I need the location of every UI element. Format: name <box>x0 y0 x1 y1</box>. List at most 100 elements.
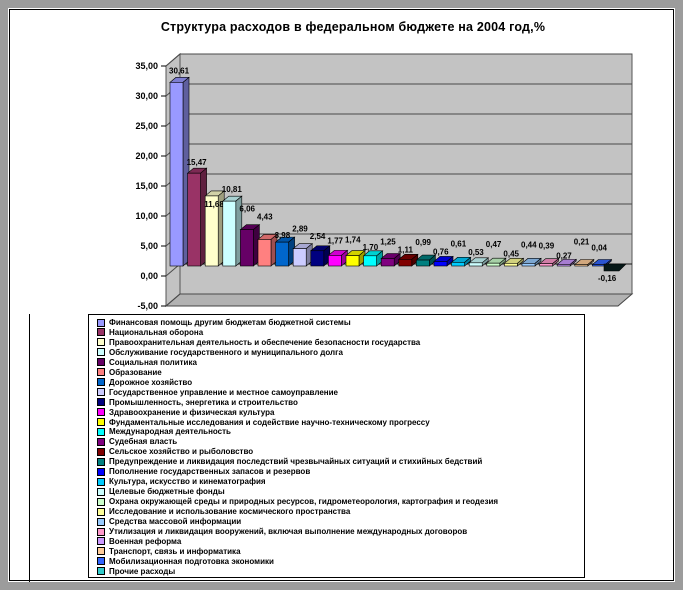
legend-swatch <box>97 557 105 566</box>
bar-value-label: 1,77 <box>327 236 343 245</box>
legend-swatch <box>97 378 105 387</box>
legend-item: Прочие расходы <box>97 567 582 576</box>
legend-swatch <box>97 398 105 407</box>
legend-label: Исследование и использование космическог… <box>109 507 351 517</box>
bar-value-label: 0,53 <box>468 248 484 257</box>
legend-label: Фундаментальные исследования и содействи… <box>109 417 430 427</box>
y-axis-tick-label: 10,00 <box>135 211 158 221</box>
bar <box>240 229 254 267</box>
bar <box>204 195 219 267</box>
legend-item: Исследование и использование космическог… <box>97 507 582 516</box>
bar-value-label: 1,25 <box>380 238 396 247</box>
bar <box>486 262 501 267</box>
bar <box>416 259 430 267</box>
bar <box>380 258 395 267</box>
bar <box>504 263 518 267</box>
bar <box>468 262 483 267</box>
bar-value-label: 4,43 <box>257 212 273 221</box>
legend-label: Сельское хозяйство и рыболовство <box>109 447 254 457</box>
legend-swatch <box>97 388 105 397</box>
legend-swatch <box>97 537 105 546</box>
legend-swatch <box>97 507 105 516</box>
legend-label: Международная деятельность <box>109 427 231 437</box>
bar <box>451 262 465 267</box>
bar <box>521 263 536 267</box>
side-wall-tick <box>165 293 181 307</box>
y-axis-tick-label: -5,00 <box>137 301 158 311</box>
bar-value-label: 2,89 <box>292 225 308 234</box>
bar-value-label: 10,81 <box>222 185 243 194</box>
legend-swatch <box>97 547 105 556</box>
legend-label: Предупреждение и ликвидация последствий … <box>109 457 483 467</box>
legend-swatch <box>97 467 105 476</box>
legend-item: Пополнение государственных запасов и рез… <box>97 467 582 476</box>
bar <box>222 200 237 267</box>
y-axis-tick-label: 25,00 <box>135 121 158 131</box>
legend-label: Культура, искусство и кинематография <box>109 477 266 487</box>
bar <box>345 255 360 267</box>
y-axis-tick-label: 30,00 <box>135 91 158 101</box>
bar <box>398 259 413 267</box>
bar-negative <box>603 263 627 272</box>
y-axis-tick-label: 0,00 <box>140 271 158 281</box>
bar-value-label: 0,44 <box>521 240 537 249</box>
legend-swatch <box>97 457 105 466</box>
legend-swatch <box>97 348 105 357</box>
bar-value-label: 0,76 <box>433 247 449 256</box>
legend-label: Дорожное хозяйство <box>109 377 193 387</box>
legend-item: Международная деятельность <box>97 427 582 436</box>
legend-item: Сельское хозяйство и рыболовство <box>97 447 582 456</box>
legend-label: Государственное управление и местное сам… <box>109 387 338 397</box>
legend-item: Дорожное хозяйство <box>97 378 582 387</box>
bar-value-label: 1,74 <box>345 236 361 245</box>
y-axis-tick-label: 5,00 <box>140 241 158 251</box>
bar-value-label: 2,54 <box>310 232 326 241</box>
legend-item: Охрана окружающей среды и природных ресу… <box>97 497 582 506</box>
legend-label: Прочие расходы <box>109 566 176 576</box>
bar <box>257 239 272 267</box>
side-wall-tick <box>165 53 181 67</box>
legend-label: Финансовая помощь другим бюджетам бюджет… <box>109 318 351 327</box>
bar-value-label: 1,70 <box>363 243 379 252</box>
bar-value-label: 11,68 <box>204 200 224 209</box>
legend-swatch <box>97 368 105 377</box>
bar <box>363 255 377 267</box>
bar-value-label: 0,61 <box>451 239 467 248</box>
y-axis-tick-label: 15,00 <box>135 181 158 191</box>
legend-item: Судебная власть <box>97 437 582 446</box>
legend-swatch <box>97 358 105 367</box>
legend-swatch <box>97 527 105 536</box>
legend-label: Здравоохранение и физическая культура <box>109 407 275 417</box>
chart-legend: Финансовая помощь другим бюджетам бюджет… <box>88 314 585 578</box>
legend-swatch <box>97 427 105 436</box>
bar-value-label: 0,04 <box>591 244 607 253</box>
legend-swatch <box>97 408 105 417</box>
legend-item: Транспорт, связь и информатика <box>97 547 582 556</box>
legend-label: Национальная оборона <box>109 327 204 337</box>
legend-label: Охрана окружающей среды и природных ресу… <box>109 497 499 507</box>
legend-item: Промышленность, энергетика и строительст… <box>97 398 582 407</box>
legend-swatch <box>97 318 105 327</box>
legend-item: Военная реформа <box>97 537 582 546</box>
legend-item: Средства массовой информации <box>97 517 582 526</box>
bar <box>539 263 553 267</box>
legend-label: Обслуживание государственного и муниципа… <box>109 347 343 357</box>
bar-value-label: 30,61 <box>169 66 190 75</box>
legend-item: Здравоохранение и физическая культура <box>97 408 582 417</box>
legend-label: Транспорт, связь и информатика <box>109 546 241 556</box>
legend-label: Мобилизационная подготовка экономики <box>109 556 274 566</box>
bar <box>310 250 325 267</box>
frame-line <box>29 314 30 582</box>
legend-item: Утилизация и ликвидация вооружений, вклю… <box>97 527 582 536</box>
chart-title: Структура расходов в федеральном бюджете… <box>160 20 546 34</box>
chart-floor <box>164 293 634 307</box>
legend-swatch <box>97 437 105 446</box>
bar <box>574 264 589 267</box>
y-axis-tick-label: 35,00 <box>135 61 158 71</box>
legend-label: Целевые бюджетные фонды <box>109 487 225 497</box>
legend-item: Финансовая помощь другим бюджетам бюджет… <box>97 318 582 327</box>
legend-item: Государственное управление и местное сам… <box>97 388 582 397</box>
legend-item: Целевые бюджетные фонды <box>97 487 582 496</box>
legend-item: Социальная политика <box>97 358 582 367</box>
legend-item: Национальная оборона <box>97 328 582 337</box>
